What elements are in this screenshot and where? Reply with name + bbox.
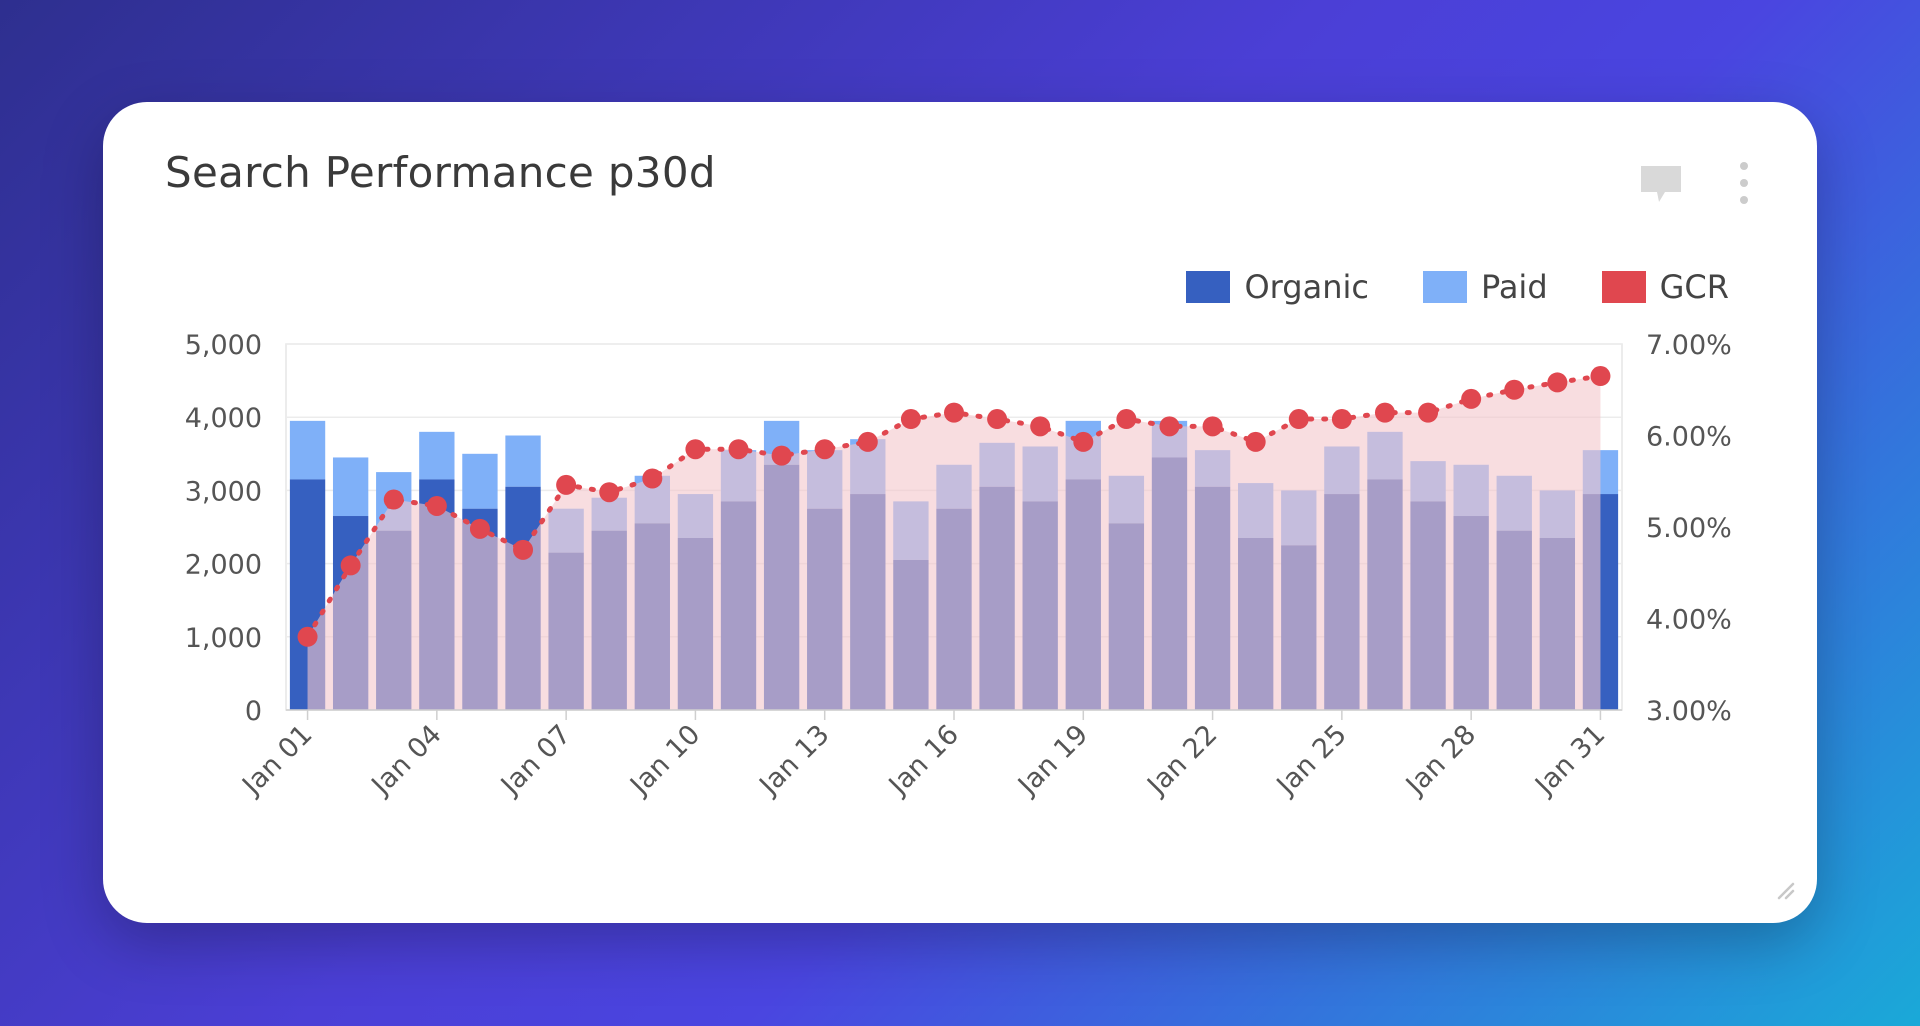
gcr-point <box>1461 388 1482 409</box>
x-tick-label: Jan 25 <box>1270 719 1353 802</box>
gcr-point <box>599 482 620 503</box>
gcr-point <box>900 409 921 430</box>
gcr-point <box>383 489 404 510</box>
y-left-tick-label: 3,000 <box>185 476 262 507</box>
x-tick-label: Jan 22 <box>1140 719 1223 802</box>
x-tick-label: Jan 19 <box>1011 719 1094 802</box>
gcr-point <box>1331 409 1352 430</box>
gcr-point <box>513 539 534 560</box>
bar-paid <box>505 435 541 487</box>
y-left-tick-label: 2,000 <box>185 550 262 581</box>
gcr-point <box>1159 416 1180 437</box>
gcr-point <box>1547 372 1568 393</box>
legend-swatch-paid <box>1422 271 1467 303</box>
gcr-point <box>1504 379 1525 400</box>
legend-label-organic: Organic <box>1244 268 1369 306</box>
y-right-tick-label: 3.00% <box>1646 696 1732 727</box>
gcr-point <box>556 474 577 495</box>
resize-handle-icon[interactable] <box>1773 878 1795 900</box>
gcr-point <box>1030 416 1051 437</box>
gcr-point <box>426 495 447 516</box>
gcr-point <box>728 439 749 460</box>
x-tick-label: Jan 10 <box>623 719 706 802</box>
bar-paid <box>289 420 326 480</box>
x-tick-label: Jan 16 <box>882 719 965 802</box>
y-right-tick-label: 7.00% <box>1646 330 1732 361</box>
y-right-tick-label: 5.00% <box>1646 513 1732 544</box>
comment-icon[interactable] <box>1639 162 1683 206</box>
x-tick-label: Jan 07 <box>494 719 577 802</box>
gcr-point <box>1590 366 1611 387</box>
gcr-point <box>1245 431 1266 452</box>
y-right-tick-label: 4.00% <box>1646 605 1732 636</box>
gcr-point <box>469 518 490 539</box>
legend-item-gcr[interactable]: GCR <box>1601 268 1729 306</box>
x-tick-label: Jan 31 <box>1528 719 1611 802</box>
more-vertical-icon[interactable] <box>1737 160 1751 206</box>
gcr-point <box>1073 431 1094 452</box>
x-tick-label: Jan 01 <box>235 719 318 802</box>
gcr-point <box>1418 402 1439 423</box>
gcr-point <box>1202 416 1223 437</box>
chart-card: Search Performance p30d Organic Paid GCR… <box>103 102 1817 923</box>
legend-label-paid: Paid <box>1480 268 1548 306</box>
gcr-point <box>685 439 706 460</box>
y-left-tick-label: 5,000 <box>185 330 262 361</box>
bar-paid <box>419 431 455 480</box>
legend-swatch-organic <box>1186 271 1231 303</box>
chart-legend: Organic Paid GCR <box>1186 268 1729 306</box>
y-left-tick-label: 1,000 <box>185 623 262 654</box>
gcr-point <box>857 431 878 452</box>
x-tick-label: Jan 13 <box>753 719 836 802</box>
gcr-point <box>771 445 792 466</box>
y-right-tick-label: 6.00% <box>1646 422 1732 453</box>
x-tick-label: Jan 28 <box>1399 719 1482 802</box>
gcr-point <box>642 468 663 489</box>
gcr-point <box>340 555 361 576</box>
legend-label-gcr: GCR <box>1659 268 1729 306</box>
gcr-point <box>987 409 1008 430</box>
gcr-area <box>307 376 1601 710</box>
legend-item-organic[interactable]: Organic <box>1186 268 1369 306</box>
card-title: Search Performance p30d <box>165 148 716 197</box>
gcr-point <box>1288 409 1309 430</box>
combo-chart: 0 1,000 2,000 3,000 4,000 5,000 3.00% 4.00% 5.00… <box>185 330 1732 802</box>
y-left-tick-label: 0 <box>245 696 262 727</box>
bar-paid <box>462 453 498 509</box>
gcr-point <box>814 439 835 460</box>
x-tick-label: Jan 04 <box>365 719 448 802</box>
legend-swatch-gcr <box>1601 271 1646 303</box>
bar-paid <box>332 457 369 517</box>
gcr-point <box>297 626 318 647</box>
y-left-tick-label: 4,000 <box>185 403 262 434</box>
legend-item-paid[interactable]: Paid <box>1422 268 1548 306</box>
gcr-point <box>1116 409 1137 430</box>
gcr-point <box>1374 402 1395 423</box>
gcr-point <box>944 402 964 423</box>
